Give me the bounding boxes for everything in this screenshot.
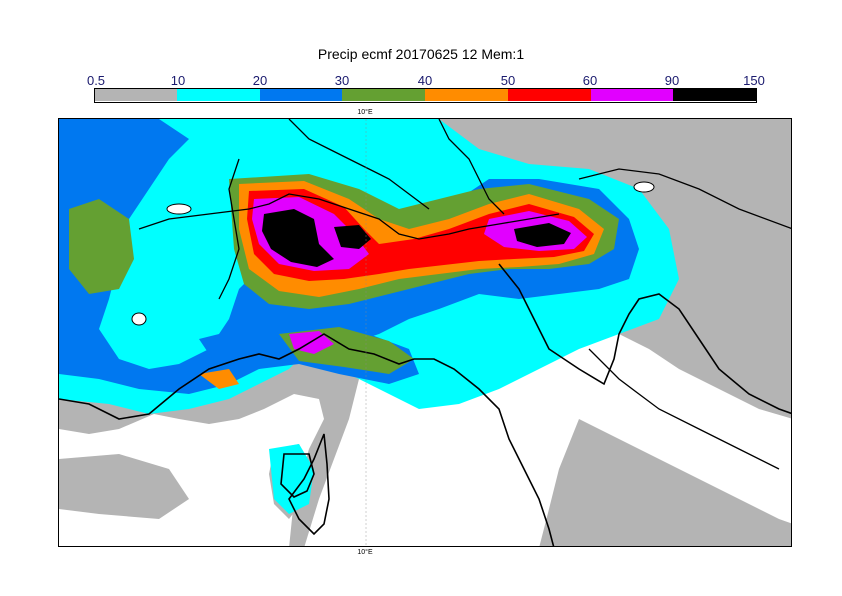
legend-color-swatch bbox=[590, 88, 674, 101]
precip-band-30-40 bbox=[69, 199, 134, 294]
coastline bbox=[498, 263, 791, 415]
legend-color-swatch bbox=[507, 88, 591, 101]
lake bbox=[131, 312, 147, 326]
land-area bbox=[59, 454, 189, 519]
map-svg bbox=[59, 119, 791, 546]
legend-color-swatch bbox=[94, 88, 177, 101]
country-border bbox=[578, 168, 791, 229]
country-border bbox=[288, 119, 430, 210]
country-border bbox=[218, 158, 240, 300]
precipitation-map bbox=[58, 118, 792, 547]
lake bbox=[166, 203, 192, 215]
legend-label: 10 bbox=[170, 73, 186, 88]
legend-color-swatch bbox=[342, 88, 426, 101]
precip-band-90-150 bbox=[262, 209, 334, 267]
legend-label: 150 bbox=[743, 73, 765, 88]
color-legend bbox=[94, 88, 757, 102]
precip-band-40-50 bbox=[199, 369, 239, 389]
legend-label: 60 bbox=[582, 73, 598, 88]
country-border bbox=[588, 348, 780, 470]
precip-band-90-150 bbox=[334, 225, 371, 249]
country-border bbox=[438, 119, 505, 215]
top-longitude-label: 10°E bbox=[357, 109, 373, 116]
legend-label: 0.5 bbox=[86, 73, 106, 88]
legend-color-swatch bbox=[259, 88, 343, 101]
legend-label: 20 bbox=[252, 73, 268, 88]
coastline bbox=[280, 453, 315, 498]
lake bbox=[633, 181, 655, 193]
land-area bbox=[539, 419, 791, 546]
legend-label: 50 bbox=[500, 73, 516, 88]
coastline bbox=[59, 333, 555, 546]
legend-color-swatch bbox=[176, 88, 260, 101]
country-border bbox=[138, 193, 560, 240]
bottom-longitude-label: 10°E bbox=[357, 549, 373, 556]
legend-label: 90 bbox=[664, 73, 680, 88]
legend-label: 40 bbox=[417, 73, 433, 88]
legend-color-swatch bbox=[425, 88, 508, 101]
chart-title: Precip ecmf 20170625 12 Mem:1 bbox=[317, 46, 525, 62]
precip-band-90-150 bbox=[514, 223, 571, 247]
legend-color-swatch bbox=[673, 88, 757, 101]
legend-label: 30 bbox=[334, 73, 350, 88]
precip-band-10-20 bbox=[269, 444, 314, 514]
coastline bbox=[288, 433, 330, 536]
legend-labels: 0.5 10 20 30 40 50 60 90 150 bbox=[0, 73, 842, 89]
